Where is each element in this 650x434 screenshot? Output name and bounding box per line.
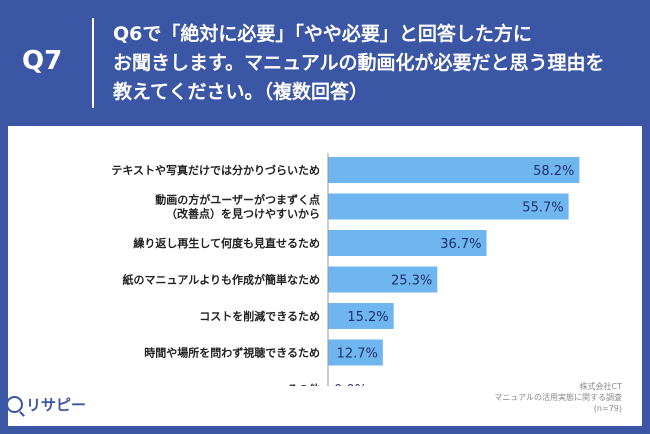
value-label-0: 58.2% [533,164,574,179]
category-label-5: 時間や場所を問わず視聴できるため [144,346,320,360]
brand-logo: リサピー [6,394,86,415]
bar-0 [328,157,580,183]
question-line-3: 教えてください。（複数回答） [113,81,368,103]
value-label-4: 15.2% [347,310,388,325]
category-label-4: コストを削減できるため [199,309,320,323]
category-label-2: 繰り返し再生して何度も見直せるため [133,236,320,250]
question-line-2: お聞きします。マニュアルの動画化が必要だと思う理由を [113,52,605,74]
category-label-3: 紙のマニュアルよりも作成が簡単なため [123,273,320,287]
magnifier-icon [6,396,23,413]
bar-5 [328,339,383,366]
bar-1 [328,193,569,220]
value-label-5: 12.7% [337,347,378,362]
source-footnote: 株式会社CT マニュアルの活用実態に関する調査 (n=79) [494,381,622,414]
category-label-1-line-0: 動画の方がユーザーがつまずく点 [155,193,320,207]
category-label-6: その他 [287,382,320,386]
bar-2 [328,230,487,256]
question-line-1: Q6で「絶対に必要」「やや必要」と回答した方に [113,23,532,45]
footnote-company: 株式会社CT [579,382,622,391]
question-header: Q7 Q6で「絶対に必要」「やや必要」と回答した方に お聞きします。マニュアルの… [0,0,650,122]
bar-chart: テキストや写真だけでは分かりづらいため 58.2% 動画の方がユーザーがつまずく点（… [111,153,580,406]
question-number: Q7 [22,46,63,76]
category-label-1-line-1: （改善点）を見つけやすいから [166,207,320,221]
header-divider [92,18,94,108]
question-text: Q6で「絶対に必要」「やや必要」と回答した方に お聞きします。マニュアルの動画化… [113,20,633,107]
chart-panel: テキストや写真だけでは分かりづらいため 58.2% 動画の方がユーザーがつまずく点（… [8,126,642,426]
logo-text: リサピー [26,396,87,414]
bar-3 [328,266,438,293]
value-label-6: 0.0% [334,383,367,386]
footnote-survey: マニュアルの活用実態に関する調査 [494,393,622,402]
category-label-0: テキストや写真だけでは分かりづらいため [111,163,320,177]
footnote-sample-size: (n=79) [593,404,622,413]
value-label-1: 55.7% [522,201,563,216]
value-label-2: 36.7% [440,237,481,252]
bar-4 [328,303,394,329]
value-label-3: 25.3% [391,274,432,289]
